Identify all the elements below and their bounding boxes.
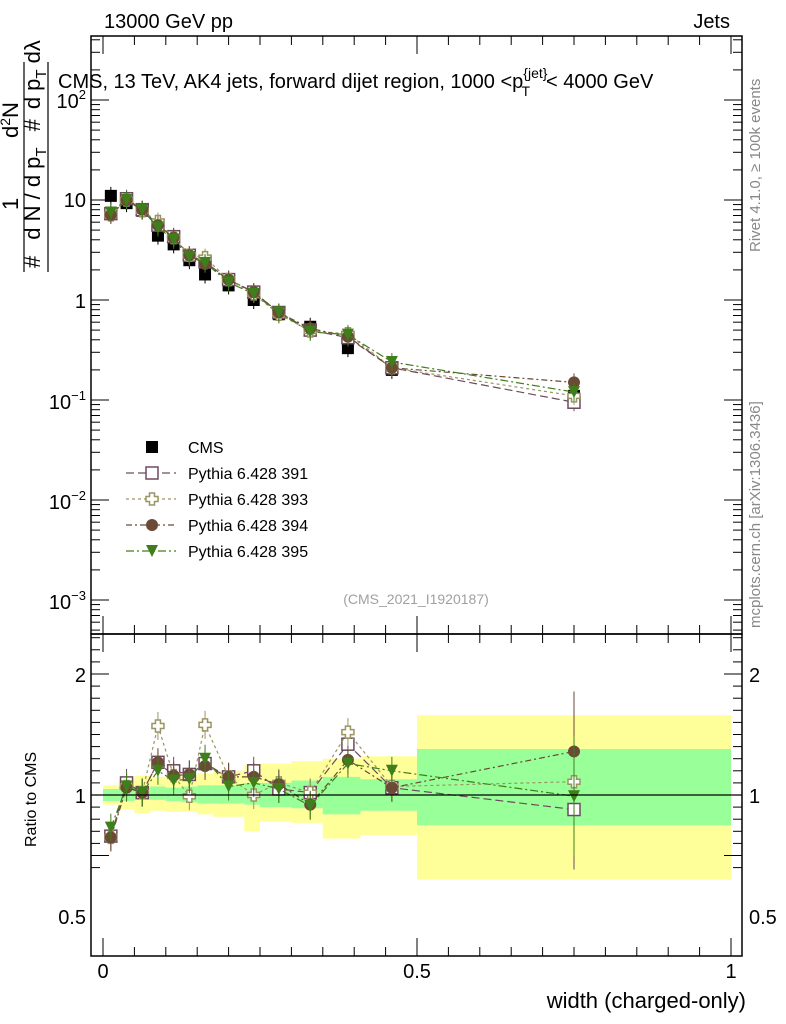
ratio-point-1-11: [341, 725, 355, 739]
ratio-series-3: [104, 736, 580, 857]
ratio-ytick-1-left: 1: [75, 786, 86, 808]
point-4-12: [385, 355, 398, 368]
point-4-13: [568, 386, 580, 399]
point-4-4: [167, 233, 180, 246]
series-line-1: [110, 197, 575, 403]
point-4-9: [272, 306, 285, 319]
header-right: Jets: [693, 11, 730, 33]
series-line-4: [110, 199, 575, 393]
point-0-0: [104, 189, 117, 202]
ratio-ytick-2-right: 2: [749, 665, 760, 687]
point-4-2: [136, 203, 149, 216]
point-0-6: [199, 268, 212, 281]
series-line-2: [110, 199, 575, 397]
mcplots-label: mcplots.cern.ch [arXiv:1306.3436]: [747, 401, 764, 628]
header-left: 13000 GeV pp: [104, 11, 233, 33]
ratio-point-3-6: [199, 752, 212, 765]
legend-label-1: Pythia 6.428 391: [188, 466, 308, 483]
point-4-5: [183, 250, 196, 263]
ytick-label-1: 1: [75, 291, 86, 313]
main-ylabel: #d N / d pT#d pTdλ 1 d2N: [0, 40, 50, 272]
panel-frames: [90, 35, 743, 957]
ratio-point-3-5: [183, 773, 196, 786]
legend-marker-1: [145, 466, 159, 480]
xtick-label-0: 0: [97, 961, 108, 983]
ratio-point-3-11: [341, 757, 354, 770]
ratio-point-3-2: [136, 786, 149, 799]
series-line-3: [110, 199, 575, 383]
main-ytick-labels: 10−3 10−2 10−1 1 10 102: [49, 87, 86, 614]
watermark: (CMS_2021_I1920187): [343, 591, 489, 607]
ratio-ytick-2-left: 2: [75, 665, 86, 687]
ratio-point-3-0: [104, 821, 117, 834]
point-4-7: [222, 276, 235, 289]
ratio-ytick-labels: 0.5 1 2 0.5 1 2: [58, 665, 777, 929]
ratio-point-2-12: [385, 781, 398, 794]
point-0-11: [341, 342, 354, 355]
ratio-ytick-0.5-right: 0.5: [749, 907, 777, 929]
ratio-panel: [104, 691, 581, 870]
ratio-ylabel: Ratio to CMS: [23, 752, 40, 847]
band-inner-3: [150, 786, 166, 800]
point-4-10: [304, 325, 317, 338]
ytick-label-100: 102: [57, 87, 86, 113]
ratio-point-3-3: [151, 764, 164, 777]
band-inner-11: [322, 776, 361, 815]
ratio-point-3-4: [167, 774, 180, 787]
title-sup: {jet}: [523, 65, 547, 81]
legend-label-2: Pythia 6.428 393: [188, 492, 308, 509]
ratio-point-3-13: [568, 790, 580, 803]
band-inner-6: [197, 785, 213, 804]
ratio-point-3-10: [304, 799, 317, 812]
series-1: [104, 189, 581, 412]
xtick-labels: 0 0.5 1: [97, 961, 736, 983]
series-2: [104, 191, 581, 405]
legend-marker-4: [146, 545, 158, 557]
ratio-point-3-12: [385, 764, 398, 777]
point-4-11: [341, 328, 354, 341]
legend-label-3: Pythia 6.428 394: [188, 518, 308, 535]
svg-text:1: 1: [0, 198, 23, 210]
legend-label-0: CMS: [188, 440, 224, 457]
legend: CMS Pythia 6.428 391 Pythia 6.428 393 Pythi…: [126, 440, 308, 561]
rivet-label: Rivet 4.1.0, ≥ 100k events: [747, 79, 764, 252]
xtick-label-0.5: 0.5: [403, 961, 431, 983]
main-panel: [104, 186, 581, 412]
ytick-label-1e-2: 10−2: [49, 488, 86, 514]
xtick-label-1: 1: [725, 961, 736, 983]
legend-label-4: Pythia 6.428 395: [188, 544, 308, 561]
series-4: [104, 191, 580, 402]
ratio-point-3-1: [120, 780, 133, 793]
ytick-label-1e-1: 10−1: [49, 388, 86, 414]
point-3-13: [568, 376, 580, 389]
ratio-point-1-5: [182, 789, 197, 803]
legend-marker-2: [145, 492, 159, 506]
ratio-point-3-7: [222, 780, 235, 793]
legend-marker-3: [146, 519, 158, 531]
ytick-label-10: 10: [64, 190, 86, 212]
ratio-point-1-3: [151, 719, 165, 733]
series-0: [104, 186, 580, 405]
ratio-point-3-9: [272, 782, 285, 795]
ratio-uncertainty-bands: [103, 715, 731, 880]
ratio-point-3-8: [247, 776, 260, 789]
ratio-ytick-1-right: 1: [749, 786, 760, 808]
legend-marker-0: [146, 441, 158, 453]
point-4-0: [104, 206, 117, 219]
point-4-8: [247, 287, 260, 300]
ratio-ytick-0.5-left: 0.5: [58, 907, 86, 929]
main-title: CMS, 13 TeV, AK4 jets, forward dijet reg…: [58, 65, 654, 99]
x-axis-label: width (charged-only): [546, 988, 746, 1013]
point-4-3: [151, 221, 164, 234]
point-4-1: [120, 194, 133, 206]
ratio-point-1-6: [198, 718, 212, 732]
title-sub: T: [521, 83, 530, 99]
point-4-6: [199, 256, 212, 269]
svg-text:d2N: d2N: [0, 102, 23, 138]
ytick-label-1e-3: 10−3: [49, 588, 86, 614]
series-3: [104, 191, 580, 392]
